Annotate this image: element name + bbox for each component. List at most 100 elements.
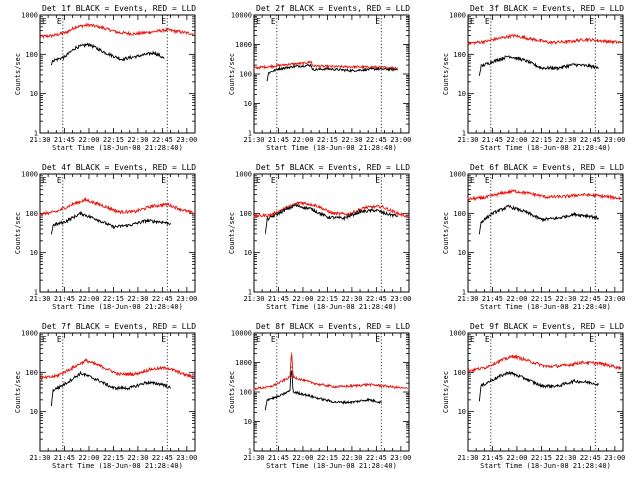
events-data-point <box>64 56 65 58</box>
y-tick-label: 1000 <box>235 359 252 367</box>
lld-data-point <box>406 215 408 217</box>
events-data-point <box>137 55 139 57</box>
x-tick-label: 21:45 <box>268 454 289 462</box>
lld-data-point <box>483 367 485 369</box>
x-tick-label: 22:45 <box>580 454 601 462</box>
y-tick-label: 100 <box>453 51 466 59</box>
y-tick-label: 10 <box>30 249 38 257</box>
lld-data-point <box>581 361 583 363</box>
x-tick-label: 23:00 <box>604 136 625 144</box>
lld-data-point <box>601 40 603 42</box>
lld-data-point <box>310 61 312 63</box>
lld-data-point <box>253 388 255 390</box>
x-tick-label: 22:45 <box>580 295 601 303</box>
x-tick-label: 22:00 <box>78 295 99 303</box>
lld-data-point <box>467 42 469 44</box>
y-axis-label: Counts/sec <box>14 212 22 254</box>
y-axis-label: Counts/sec <box>442 212 450 254</box>
events-data-point <box>397 69 399 71</box>
panel-7: Det 7f BLACK = Events, RED = LLD E E E 10 100… <box>14 322 197 470</box>
interval-marker-label: E <box>589 335 594 344</box>
lld-data-point <box>315 204 317 206</box>
interval-marker-label: E <box>57 176 62 185</box>
lld-data-point <box>183 373 185 375</box>
y-tick-label: 10 <box>458 408 466 416</box>
events-data-point <box>380 401 382 403</box>
lld-data-point <box>513 190 515 192</box>
events-data-point <box>52 59 54 61</box>
events-data-point <box>50 64 52 65</box>
x-tick-label: 22:15 <box>103 295 124 303</box>
lld-data-point <box>289 376 291 378</box>
events-series-line <box>478 55 599 76</box>
y-axis-label: Counts/sec <box>228 212 236 254</box>
plot-frame <box>39 14 196 134</box>
lld-data-point <box>134 33 136 35</box>
lld-data-point <box>500 37 502 39</box>
y-tick-label: 10 <box>244 100 252 108</box>
x-tick-label: 22:00 <box>506 295 527 303</box>
y-tick-label: 1000 <box>449 12 466 20</box>
events-data-point <box>524 59 526 61</box>
lld-data-point <box>620 367 622 369</box>
x-tick-label: 22:00 <box>78 454 99 462</box>
panel-title: Det 4f BLACK = Events, RED = LLD <box>42 163 196 172</box>
panel-9: Det 9f BLACK = Events, RED = LLD E E E 10 100… <box>442 322 625 470</box>
lld-data-point <box>384 385 385 387</box>
events-data-point <box>573 213 575 215</box>
interval-marker-label: E <box>485 176 490 185</box>
y-axis-label: Counts/sec <box>14 371 22 413</box>
interval-marker-label: E <box>589 176 594 185</box>
lld-data-point <box>568 41 570 43</box>
x-tick-label: 23:00 <box>604 454 625 462</box>
events-data-point <box>170 387 171 389</box>
interval-marker-label: E <box>42 17 47 26</box>
events-data-point <box>96 218 98 220</box>
interval-marker-label: E <box>589 17 594 26</box>
lld-series-line <box>253 60 398 70</box>
events-data-point <box>540 67 542 69</box>
x-tick-label: 21:30 <box>243 454 264 462</box>
y-tick-label: 1000 <box>21 12 38 20</box>
lld-data-point <box>483 41 485 43</box>
lld-data-point <box>318 384 320 385</box>
y-tick-label: 100 <box>453 210 466 218</box>
y-tick-label: 1 <box>462 130 466 138</box>
interval-marker-label: E <box>375 17 380 26</box>
lld-data-point <box>192 33 194 35</box>
events-data-point <box>64 221 65 223</box>
lld-data-point <box>467 198 469 200</box>
x-tick-label: 21:30 <box>457 136 478 144</box>
x-tick-label: 21:30 <box>243 295 264 303</box>
events-data-point <box>294 66 296 67</box>
events-data-point <box>64 383 65 385</box>
x-tick-label: 22:00 <box>506 136 527 144</box>
x-tick-label: 21:45 <box>482 136 503 144</box>
x-tick-label: 22:30 <box>341 136 362 144</box>
events-data-point <box>170 223 171 224</box>
lld-data-point <box>166 367 168 369</box>
lld-data-point <box>513 35 515 37</box>
events-data-point <box>508 205 510 207</box>
x-tick-label: 21:45 <box>482 295 503 303</box>
lld-data-point <box>39 36 41 38</box>
lld-data-point <box>351 66 353 68</box>
interval-marker-label: E <box>485 17 490 26</box>
lld-data-point <box>620 42 622 43</box>
plot-frame <box>253 14 410 134</box>
x-tick-label: 22:45 <box>152 136 173 144</box>
events-series-line <box>478 370 599 402</box>
lld-data-point <box>351 385 353 387</box>
events-data-point <box>88 43 90 45</box>
events-data-point <box>326 216 328 218</box>
lld-data-point <box>88 24 90 26</box>
y-tick-label: 100 <box>25 369 38 377</box>
events-data-point <box>397 215 399 217</box>
lld-series-line <box>467 354 622 373</box>
events-data-point <box>161 221 163 223</box>
events-data-point <box>478 233 480 235</box>
x-tick-label: 22:15 <box>103 454 124 462</box>
panel-1: Det 1f BLACK = Events, RED = LLD E E E 1 10 10… <box>14 4 197 152</box>
x-tick-label: 21:30 <box>29 295 50 303</box>
x-tick-label: 21:45 <box>268 136 289 144</box>
